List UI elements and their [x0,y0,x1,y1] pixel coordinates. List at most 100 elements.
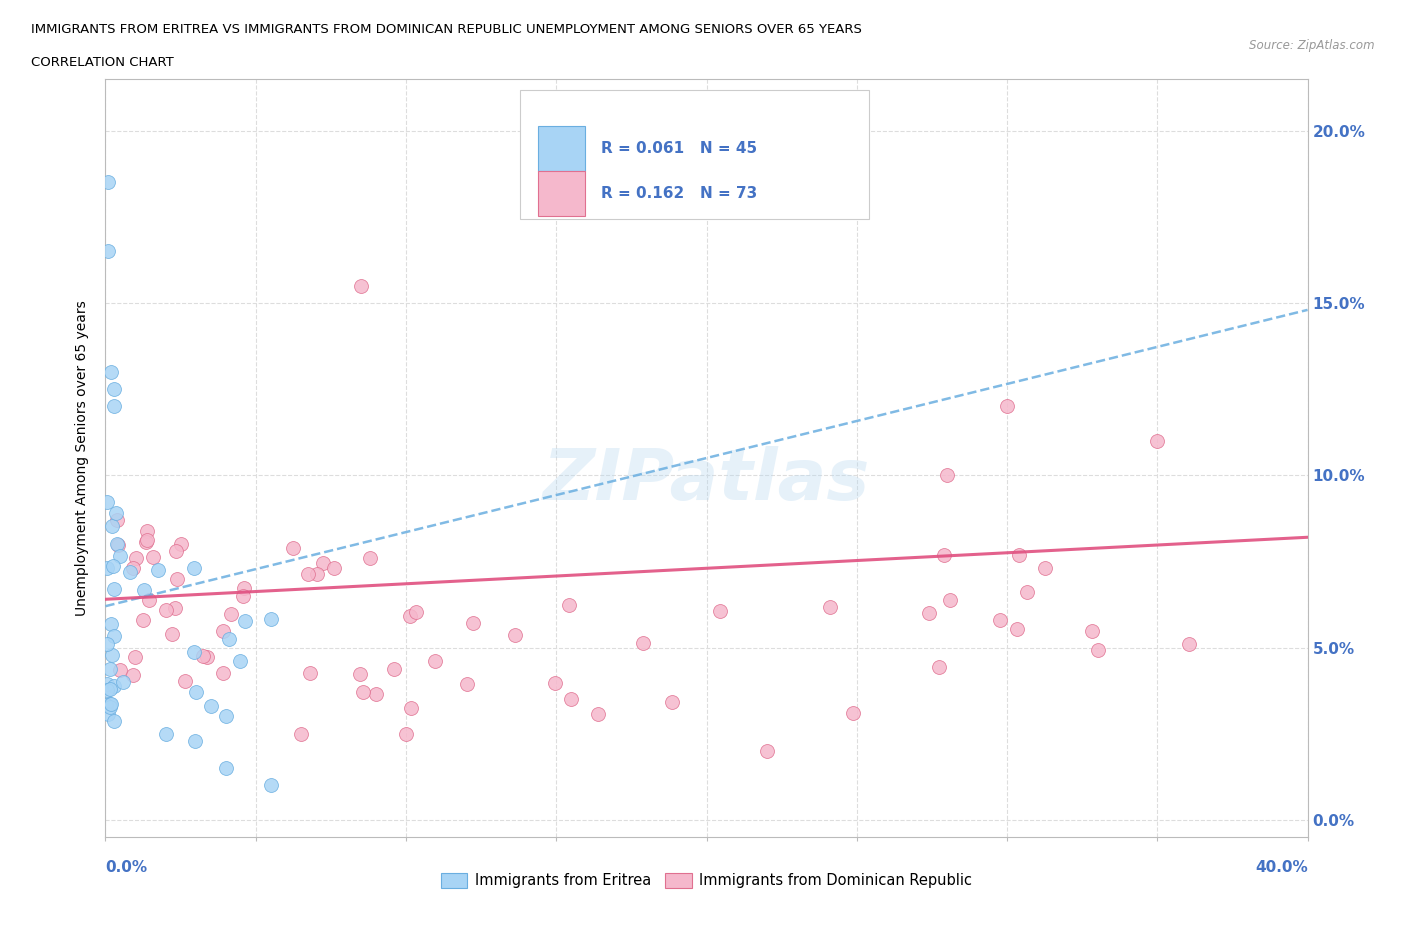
Point [709,604,731,618]
Point [166,571,188,586]
Point [219,606,242,621]
Point [1017,585,1039,600]
Point [398,609,420,624]
Text: CORRELATION CHART: CORRELATION CHART [31,56,174,69]
Point [405,604,427,619]
Point [281,540,304,555]
Point [290,726,312,741]
Point [1005,622,1028,637]
Point [995,399,1018,414]
Point [165,601,187,616]
Point [312,556,335,571]
Point [155,602,177,617]
Point [103,678,125,693]
Point [121,561,143,576]
Point [103,381,125,396]
FancyBboxPatch shape [538,171,585,216]
Text: R = 0.061   N = 45: R = 0.061 N = 45 [600,141,756,156]
Point [260,777,283,792]
Legend: Immigrants from Eritrea, Immigrants from Dominican Republic: Immigrants from Eritrea, Immigrants from… [436,867,977,894]
Point [297,566,319,581]
Text: 0.0%: 0.0% [105,859,148,875]
Point [260,612,283,627]
Point [842,705,865,720]
Point [988,612,1011,627]
Point [305,566,328,581]
Point [932,548,955,563]
Point [98,682,121,697]
Point [1178,636,1201,651]
Point [136,524,159,538]
Point [349,666,371,681]
Point [125,551,148,565]
Point [100,617,122,631]
Point [94,698,117,712]
Text: 40.0%: 40.0% [1254,859,1308,875]
Point [544,675,567,690]
Point [101,647,124,662]
Point [98,700,121,715]
Point [100,697,122,711]
Point [364,686,387,701]
Point [214,761,236,776]
Point [186,684,208,699]
Point [107,538,129,552]
Point [103,399,125,414]
Point [101,559,124,574]
Point [155,726,177,741]
Text: Source: ZipAtlas.com: Source: ZipAtlas.com [1250,39,1375,52]
Point [939,592,962,607]
Point [423,654,446,669]
Point [135,535,157,550]
Text: R = 0.162   N = 73: R = 0.162 N = 73 [600,186,756,201]
Point [96,561,118,576]
Point [350,278,373,293]
Point [233,580,256,595]
Point [174,673,197,688]
Point [103,713,125,728]
Point [96,676,118,691]
Point [298,666,321,681]
Point [382,661,405,676]
Point [1080,624,1102,639]
Point [96,637,118,652]
Point [229,654,252,669]
Point [97,244,120,259]
Point [110,662,132,677]
Point [818,599,841,614]
FancyBboxPatch shape [538,126,585,171]
Point [232,589,254,604]
Point [233,614,256,629]
Point [100,365,122,379]
Point [132,613,155,628]
Point [112,674,135,689]
Point [936,468,959,483]
Text: ZIPatlas: ZIPatlas [543,446,870,515]
Point [183,561,205,576]
Point [1008,548,1031,563]
Point [359,551,381,565]
Point [136,533,159,548]
Point [755,743,778,758]
Point [503,628,526,643]
Point [218,631,240,646]
Point [97,175,120,190]
Point [122,668,145,683]
Point [96,683,118,698]
Point [98,697,121,711]
Point [141,549,163,564]
Point [352,684,374,699]
Point [928,659,950,674]
Point [183,644,205,659]
Point [399,700,422,715]
Point [1146,433,1168,448]
Y-axis label: Unemployment Among Seniors over 65 years: Unemployment Among Seniors over 65 years [76,300,90,616]
Point [918,605,941,620]
Point [211,623,233,638]
Point [631,635,654,650]
Point [165,543,187,558]
Point [101,518,124,533]
Point [191,648,214,663]
Point [96,495,118,510]
Point [108,549,131,564]
